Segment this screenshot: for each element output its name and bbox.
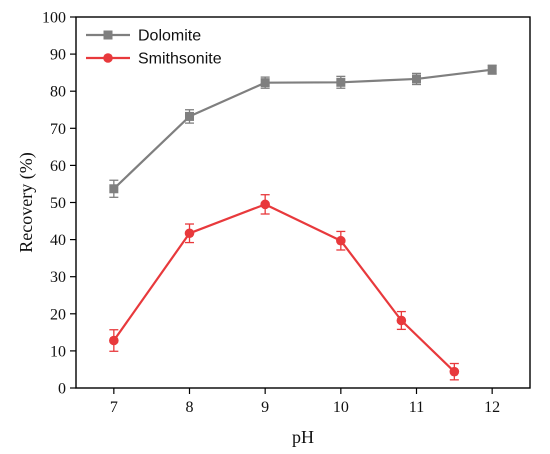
x-tick-label: 11 [409,399,424,416]
y-axis-title: Recovery (%) [16,152,37,252]
legend-label: Smithsonite [138,51,222,68]
legend-marker [103,30,113,40]
y-tick-label: 100 [42,10,66,27]
dolomite-point [412,74,421,84]
x-tick-label: 9 [261,399,269,416]
smithsonite-point [184,228,195,239]
y-tick-label: 10 [50,343,66,360]
smithsonite-point [109,335,119,346]
y-tick-label: 80 [50,84,66,101]
x-tick-label: 7 [110,399,118,416]
smithsonite-point [336,235,346,246]
y-tick-label: 60 [50,158,66,175]
x-axis-title: pH [292,427,314,447]
x-tick-label: 8 [186,399,194,416]
dolomite-point [336,77,346,87]
y-tick-label: 0 [58,381,66,398]
legend-marker [103,53,113,63]
y-tick-label: 90 [50,47,66,64]
legend-item-smithsonite: Smithsonite [86,51,222,68]
axes-layer: 7 8 9 10 11 12 0 10 20 30 40 50 60 70 80 90 100 pH Recover… [16,10,531,447]
y-tick-label: 20 [50,306,66,323]
dolomite-point [185,111,194,121]
dolomite-point [487,65,497,75]
smithsonite-line [112,203,456,373]
y-tick-label: 70 [50,121,66,138]
dolomite-point [109,184,119,194]
legend-item-dolomite: Dolomite [86,28,201,45]
y-tick-label: 50 [50,195,66,212]
legend-layer: Dolomite Smithsonite [86,28,222,68]
x-tick-label: 12 [484,399,500,416]
smithsonite-series [109,194,460,381]
dolomite-line [113,68,493,190]
x-tick-label: 10 [333,399,349,416]
y-tick-label: 30 [50,269,66,286]
series-layer [109,64,497,381]
legend-label: Dolomite [138,28,201,45]
smithsonite-point [449,366,460,377]
dolomite-series [109,64,497,198]
smithsonite-point [260,199,270,210]
smithsonite-point [396,315,407,326]
y-tick-label: 40 [50,232,66,249]
dolomite-point [260,78,270,88]
